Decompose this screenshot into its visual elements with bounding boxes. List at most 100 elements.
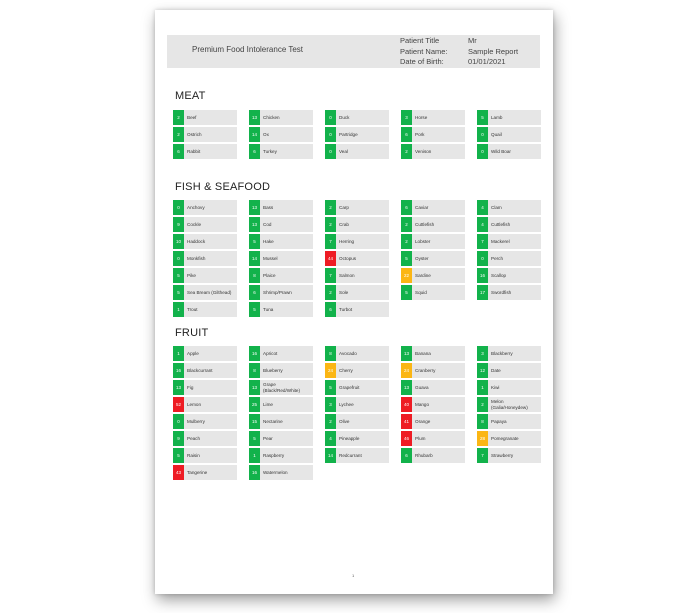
food-item: 24 Cranberry [401,363,465,378]
food-name: Papaya [491,418,507,424]
food-item: 8 Blueberry [249,363,313,378]
section-title-meat: MEAT [175,90,206,102]
score-badge: 4 [477,217,488,232]
food-item: 46 Plum [401,431,465,446]
food-item: 5 Grapefruit [325,380,389,395]
food-item: 1 Apple [173,346,237,361]
food-name: Rhubarb [415,452,433,458]
score-badge: 5 [477,110,488,125]
score-badge: 5 [173,285,184,300]
food-name: Horse [415,114,428,120]
food-name: Cherry [339,367,353,373]
score-badge: 28 [477,431,488,446]
score-badge: 5 [249,302,260,317]
score-badge: 1 [173,302,184,317]
score-badge: 5 [249,234,260,249]
date-of-birth-value: 01/01/2021 [468,57,506,66]
food-item: 5 Pear [249,431,313,446]
food-item: 15 Nectarine [249,414,313,429]
food-item: 0 Quail [477,127,541,142]
food-item: 13 Guava [401,380,465,395]
score-badge: 3 [325,397,336,412]
food-name: Anchovy [187,204,205,210]
food-item: 0 Wild Boar [477,144,541,159]
patient-name-label: Patient Name: [400,46,448,56]
food-name: Apple [187,350,199,356]
food-name: Banana [415,350,431,356]
food-name: Fig [187,384,194,390]
score-badge: 40 [401,397,412,412]
food-item: 8 Papaya [477,414,541,429]
food-name: Partridge [339,131,358,137]
food-name: Pike [187,272,196,278]
score-badge: 0 [325,127,336,142]
food-item: 1 Kiwi [477,380,541,395]
score-badge: 7 [477,234,488,249]
food-name: Cuttlefish [415,221,435,227]
date-of-birth-label: Date of Birth: [400,57,444,66]
food-name: Sole [339,289,349,295]
food-name: Lychee [339,401,354,407]
food-name: Sardine [415,272,431,278]
food-name: Cod [263,221,272,227]
food-item: 3 Lychee [325,397,389,412]
score-badge: 13 [249,110,260,125]
food-name: Cranberry [415,367,436,373]
food-item: 25 Lime [249,397,313,412]
food-name: Pork [415,131,425,137]
score-badge: 1 [477,380,488,395]
food-name: Orange [415,418,431,424]
score-badge: 0 [477,144,488,159]
food-item: 13 Cod [249,217,313,232]
score-badge: 2 [401,217,412,232]
food-name: Pineapple [339,435,360,441]
score-badge: 6 [249,144,260,159]
food-name: Crab [339,221,349,227]
section-title-fruit: FRUIT [175,327,209,339]
score-badge: 7 [477,448,488,463]
food-item: 14 Ox [249,127,313,142]
food-item: 7 Mackerel [477,234,541,249]
score-badge: 8 [249,268,260,283]
score-badge: 13 [173,380,184,395]
score-badge: 43 [173,465,184,480]
score-badge: 6 [249,285,260,300]
food-name: Cockle [187,221,202,227]
food-item: 5 Squid [401,285,465,300]
food-name: Redcurrant [339,452,362,458]
score-badge: 14 [325,448,336,463]
food-item: 6 Rabbit [173,144,237,159]
food-name: Lime [263,401,273,407]
score-badge: 14 [249,127,260,142]
food-item: 5 Oyster [401,251,465,266]
patient-details: Patient Title Mr Patient Name: Sample Repo… [400,36,518,68]
food-item: 7 Strawberry [477,448,541,463]
score-badge: 2 [325,200,336,215]
food-name: Beef [187,114,197,120]
score-badge: 10 [173,234,184,249]
patient-title-value: Mr [468,36,477,45]
food-name: Perch [491,255,504,261]
food-item: 2 Sole [325,285,389,300]
score-badge: 2 [325,217,336,232]
score-badge: 0 [173,251,184,266]
food-name: Olive [339,418,350,424]
food-item: 5 Tuna [249,302,313,317]
score-badge: 6 [401,200,412,215]
date-of-birth-row: Date of Birth: 01/01/2021 [400,57,518,68]
food-name: Raspberry [263,452,285,458]
score-badge: 5 [249,431,260,446]
score-badge: 7 [325,268,336,283]
food-name: Rabbit [187,148,201,154]
food-name: Tuna [263,306,274,312]
food-item: 6 Caviar [401,200,465,215]
food-name: Salmon [339,272,355,278]
score-badge: 2 [477,397,488,412]
food-name: Date [491,367,501,373]
food-name: Scallop [491,272,507,278]
report-title: Premium Food Intolerance Test [192,45,304,54]
score-badge: 0 [325,144,336,159]
food-name: Blackberry [491,350,513,356]
food-item: 41 Orange [401,414,465,429]
food-name: Pomegranate [491,435,519,441]
